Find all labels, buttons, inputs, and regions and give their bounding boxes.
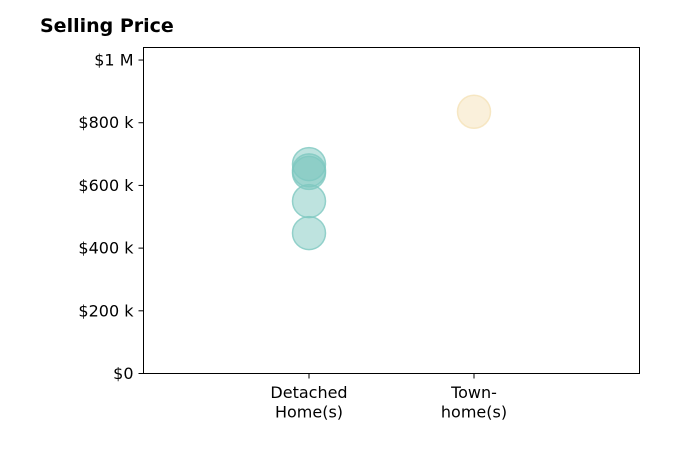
y-tick-label: $800 k: [78, 113, 134, 132]
y-axis: $0 $200 k $400 k $600 k $800 k $1 M: [78, 51, 144, 383]
data-point: [291, 215, 327, 251]
y-tick-label: $1 M: [94, 51, 133, 70]
y-tick-label: $0: [113, 364, 133, 383]
y-tick-label: $600 k: [78, 176, 134, 195]
y-tick-label: $200 k: [78, 301, 134, 320]
chart-title: Selling Price: [40, 15, 174, 37]
x-axis: Detached Home(s) Town-home(s): [270, 373, 507, 422]
data-point: [456, 94, 492, 130]
y-tick-label: $400 k: [78, 239, 134, 258]
data-points: [291, 94, 492, 251]
data-point: [291, 146, 327, 182]
plot-area-frame: [143, 47, 640, 374]
x-tick-label: Detached Home(s): [270, 383, 347, 422]
x-tick-label: Town-home(s): [441, 383, 507, 422]
